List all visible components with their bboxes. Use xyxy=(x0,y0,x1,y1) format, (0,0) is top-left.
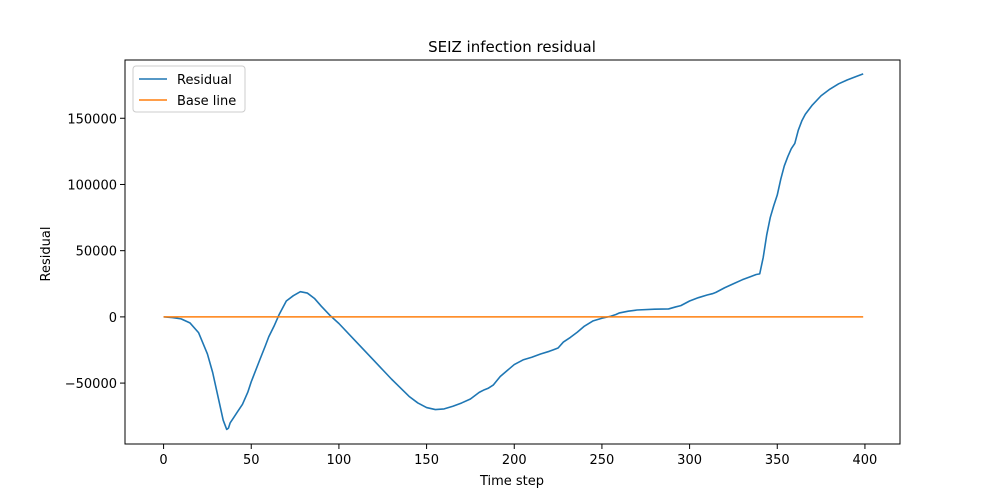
x-tick-label: 250 xyxy=(590,453,615,468)
ticks-layer: 0 50 100 150 200 250 300 350 400 −50000 0 50000 1000… xyxy=(65,112,878,468)
y-tick-label: −50000 xyxy=(65,377,117,392)
y-tick-label: 50000 xyxy=(76,245,117,260)
y-tick-label: 100000 xyxy=(67,178,117,193)
plot-area xyxy=(124,59,901,445)
y-tick-label: 0 xyxy=(109,311,117,326)
legend-entry-label: Residual xyxy=(177,73,232,88)
series-layer xyxy=(163,73,864,431)
x-tick-label: 150 xyxy=(414,453,439,468)
x-tick-label: 200 xyxy=(502,453,527,468)
series-line-residual xyxy=(163,73,864,431)
chart-title: SEIZ infection residual xyxy=(428,38,596,56)
x-axis-label: Time step xyxy=(479,474,544,489)
x-tick-label: 0 xyxy=(159,453,167,468)
x-tick-label: 300 xyxy=(677,453,702,468)
x-tick-label: 350 xyxy=(765,453,790,468)
x-tick-label: 400 xyxy=(853,453,878,468)
y-tick-label: 150000 xyxy=(67,112,117,127)
legend: Residual Base line xyxy=(132,65,246,113)
x-tick-label: 50 xyxy=(243,453,260,468)
legend-entry-label: Base line xyxy=(177,94,236,109)
x-tick-label: 100 xyxy=(326,453,351,468)
y-axis-label: Residual xyxy=(39,227,54,282)
